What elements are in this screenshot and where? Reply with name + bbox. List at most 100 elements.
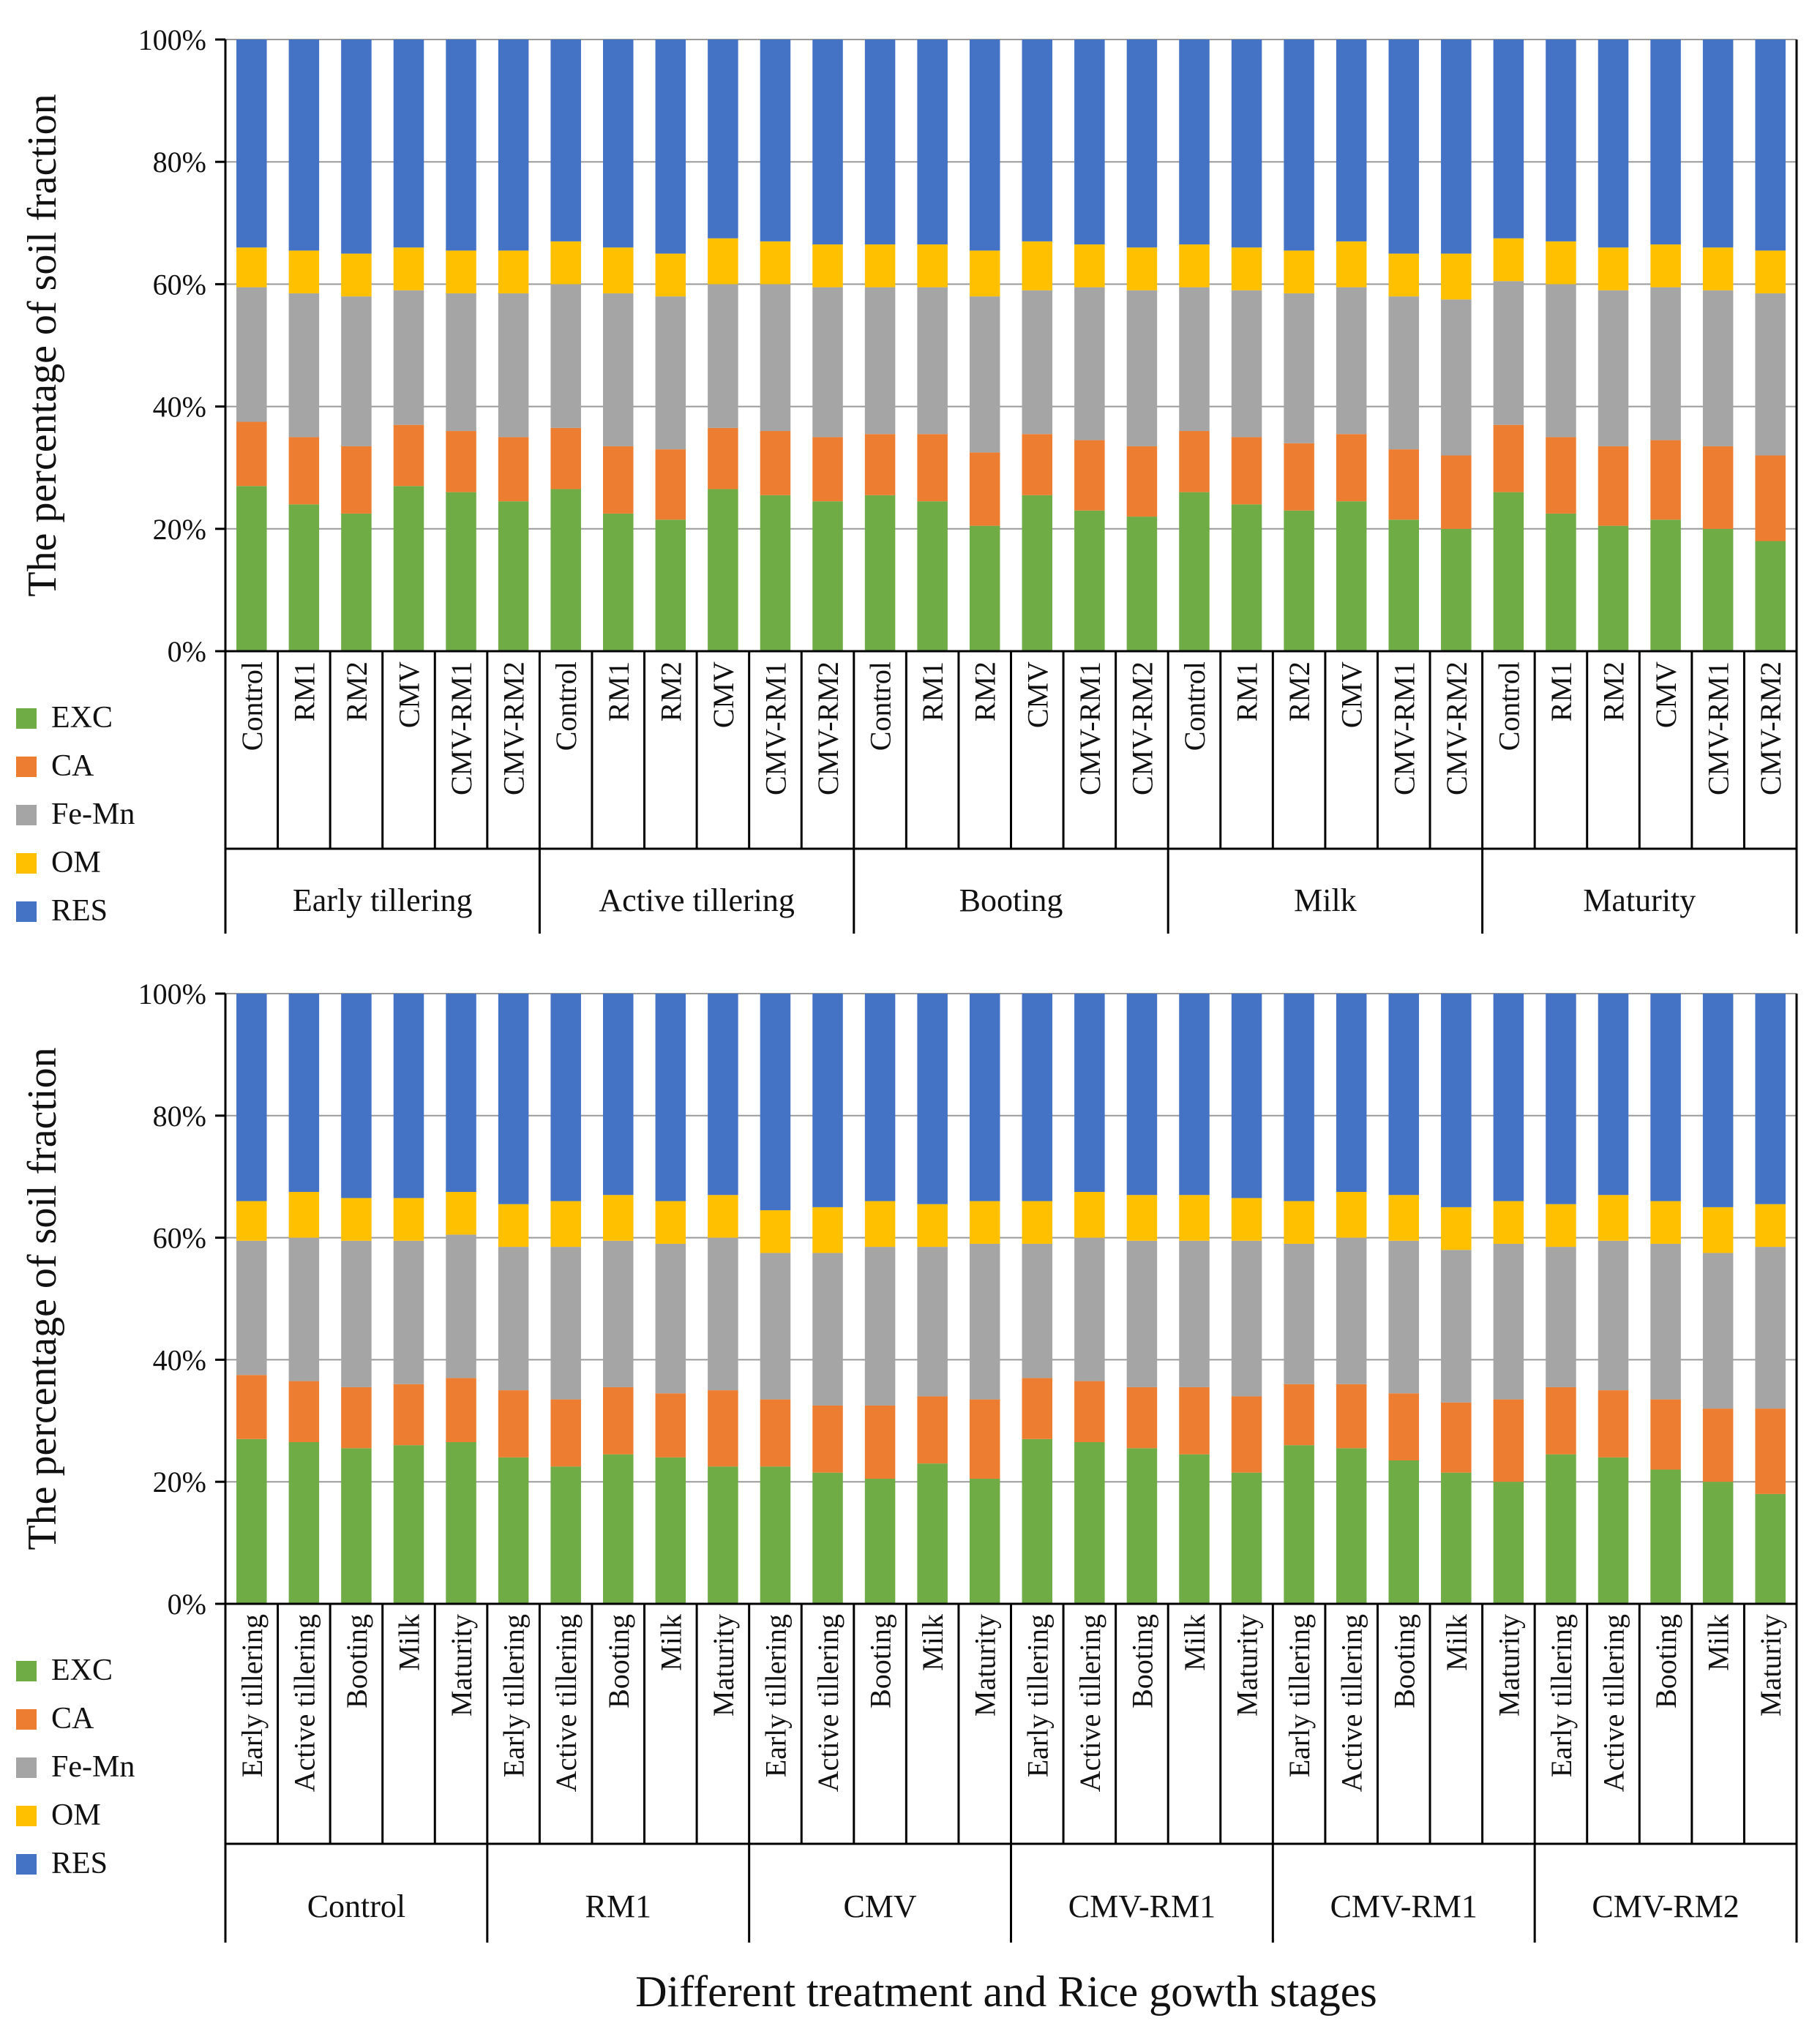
bar-ca-21 [1284, 1384, 1314, 1446]
bar-fe-mn-3 [341, 296, 372, 446]
bar-exc-29 [1702, 1482, 1734, 1604]
bar-res-28 [1650, 994, 1681, 1201]
legend-label-res: RES [51, 1847, 108, 1880]
bar-fe-mn-19 [1179, 287, 1210, 432]
x-tick-label: Early tillering [1021, 1614, 1054, 1777]
group-label: CMV [843, 1888, 916, 1924]
bar-fe-mn-28 [1650, 1243, 1681, 1400]
bar-res-28 [1650, 40, 1681, 245]
bar-res-30 [1755, 994, 1786, 1204]
x-tick-label: Booting [340, 1614, 373, 1708]
bar-fe-mn-9 [655, 296, 686, 450]
bar-om-11 [760, 1210, 791, 1253]
bar-ca-8 [602, 1387, 634, 1455]
bar-exc-11 [760, 1466, 791, 1604]
bar-om-8 [602, 1195, 634, 1241]
x-tick-label: CMV-RM1 [1074, 661, 1106, 795]
bar-ca-24 [1441, 455, 1472, 529]
bar-fe-mn-13 [864, 287, 896, 435]
legend-swatch-exc [16, 708, 37, 729]
x-tick-label: Milk [916, 1614, 949, 1671]
bar-om-2 [288, 250, 320, 293]
legend-swatch-res [16, 901, 37, 922]
bar-ca-10 [708, 1390, 738, 1467]
bar-fe-mn-30 [1755, 293, 1786, 456]
bar-fe-mn-20 [1231, 290, 1262, 438]
bar-res-27 [1598, 994, 1629, 1196]
legend-label-ca: CA [51, 1702, 94, 1736]
bar-exc-21 [1284, 1445, 1314, 1604]
x-tick-label: CMV [707, 661, 740, 728]
bar-om-8 [602, 247, 634, 293]
bar-ca-30 [1755, 455, 1786, 541]
x-tick-label: RM2 [969, 661, 1002, 721]
bar-om-24 [1441, 1207, 1472, 1250]
bar-om-23 [1388, 253, 1420, 297]
bar-exc-28 [1650, 1469, 1681, 1604]
bar-exc-26 [1546, 513, 1576, 651]
legend-swatch-om [16, 1806, 37, 1826]
bar-res-15 [969, 994, 1000, 1201]
bar-om-21 [1284, 250, 1314, 293]
bar-fe-mn-1 [236, 287, 267, 422]
bar-om-12 [812, 244, 843, 288]
bar-exc-23 [1388, 519, 1420, 651]
x-tick-label: Milk [1702, 1614, 1735, 1671]
bar-exc-26 [1546, 1454, 1576, 1604]
bar-om-1 [236, 1201, 267, 1241]
bar-fe-mn-30 [1755, 1247, 1786, 1409]
bar-om-27 [1598, 247, 1629, 290]
x-tick-label: CMV-RM2 [1754, 661, 1787, 795]
x-tick-label: Maturity [1492, 1614, 1525, 1717]
bar-ca-28 [1650, 440, 1681, 520]
bar-om-26 [1546, 241, 1576, 285]
x-tick-label: Early tillering [236, 1614, 269, 1777]
bar-fe-mn-12 [812, 1253, 843, 1406]
bar-ca-15 [969, 1399, 1000, 1479]
bar-exc-25 [1493, 492, 1524, 651]
bar-res-5 [446, 40, 476, 251]
y-tick-label: 20% [153, 1466, 206, 1498]
bar-ca-12 [812, 1405, 843, 1473]
bar-fe-mn-29 [1702, 290, 1734, 446]
x-tick-label: Early tillering [1283, 1614, 1316, 1777]
x-tick-label: Control [550, 661, 583, 751]
bar-om-30 [1755, 250, 1786, 293]
x-tick-label: Milk [1178, 1614, 1211, 1671]
bar-res-27 [1598, 40, 1629, 248]
legend-swatch-fe-mn [16, 805, 37, 825]
bar-fe-mn-14 [917, 287, 948, 435]
bar-ca-17 [1074, 1381, 1105, 1442]
bar-fe-mn-10 [708, 1237, 738, 1391]
bar-fe-mn-17 [1074, 1237, 1105, 1381]
bar-ca-20 [1231, 1396, 1262, 1473]
bar-ca-22 [1336, 434, 1367, 502]
bar-exc-3 [341, 1448, 372, 1604]
group-label: CMV-RM1 [1330, 1888, 1478, 1924]
bar-om-3 [341, 1198, 372, 1241]
x-tick-label: RM2 [1283, 661, 1316, 721]
bar-ca-12 [812, 437, 843, 502]
bar-res-23 [1388, 994, 1420, 1196]
bar-ca-11 [760, 1399, 791, 1467]
bar-om-19 [1179, 244, 1210, 288]
bar-om-4 [393, 247, 424, 290]
x-tick-label: CMV-RM2 [1440, 661, 1473, 795]
bar-fe-mn-18 [1126, 1240, 1158, 1387]
bar-ca-21 [1284, 443, 1314, 511]
bar-res-24 [1441, 994, 1472, 1207]
bar-ca-15 [969, 452, 1000, 526]
legend-swatch-ca [16, 1709, 37, 1730]
bar-exc-5 [446, 492, 476, 651]
bar-res-14 [917, 994, 948, 1204]
bar-om-5 [446, 250, 476, 293]
bar-om-28 [1650, 1201, 1681, 1244]
bar-exc-15 [969, 525, 1000, 651]
x-tick-label: CMV-RM1 [759, 661, 792, 795]
bar-exc-19 [1179, 492, 1210, 651]
chart-panel-bottom: 0% 20% 40% 60% 80% 100% The percentage of soil… [16, 978, 1798, 1943]
group-label: Control [307, 1888, 405, 1924]
bar-res-7 [550, 994, 581, 1201]
bar-exc-4 [393, 1445, 424, 1604]
bar-ca-9 [655, 1393, 686, 1457]
